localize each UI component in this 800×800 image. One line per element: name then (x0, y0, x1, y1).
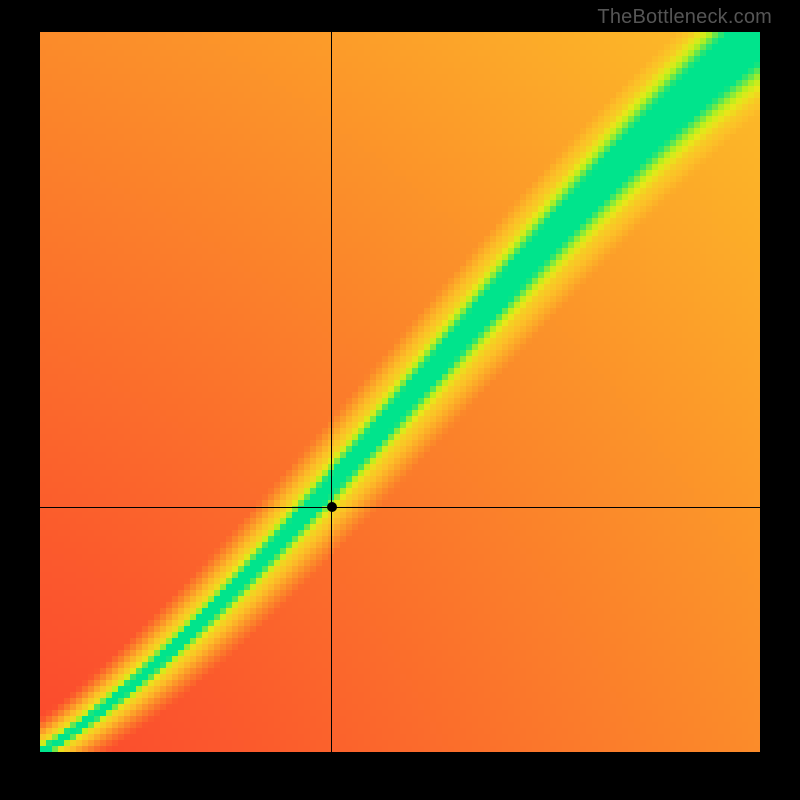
heatmap-canvas (40, 32, 760, 752)
figure-container: TheBottleneck.com (0, 0, 800, 800)
watermark-text: TheBottleneck.com (597, 6, 772, 29)
plot-area (40, 32, 760, 752)
crosshair-vertical (331, 32, 332, 752)
crosshair-horizontal (40, 507, 760, 508)
crosshair-marker (327, 502, 337, 512)
